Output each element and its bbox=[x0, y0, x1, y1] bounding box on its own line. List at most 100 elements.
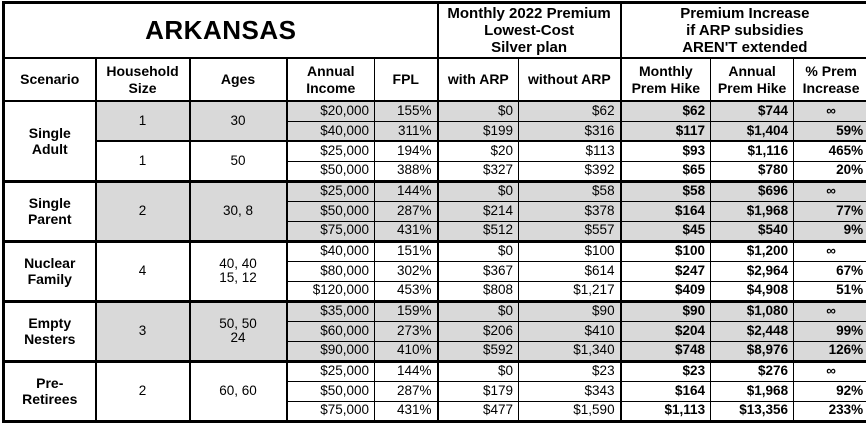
table-row: Empty Nesters 3 50, 50 24 $35,000 159% $… bbox=[4, 301, 866, 321]
cell-annual-income: $40,000 bbox=[287, 241, 375, 261]
cell-annual-hike: $276 bbox=[711, 361, 794, 381]
cell-annual-hike: $1,080 bbox=[711, 301, 794, 321]
cell-pct-increase: 465% bbox=[794, 141, 866, 161]
cell-annual-income: $90,000 bbox=[287, 341, 375, 361]
cell-annual-income: $120,000 bbox=[287, 281, 375, 301]
table-row: Single Parent 2 30, 8 $25,000 144% $0 $5… bbox=[4, 181, 866, 201]
col-header-pct-increase: % Prem Increase bbox=[794, 58, 866, 101]
cell-annual-income: $40,000 bbox=[287, 121, 375, 141]
column-header-row: Scenario Household Size Ages Annual Inco… bbox=[4, 58, 866, 101]
col-header-scenario: Scenario bbox=[4, 58, 96, 101]
cell-with-arp: $0 bbox=[438, 241, 519, 261]
cell-annual-hike: $13,356 bbox=[711, 401, 794, 421]
cell-pct-increase: 126% bbox=[794, 341, 866, 361]
state-title: ARKANSAS bbox=[4, 3, 438, 59]
cell-pct-increase: 20% bbox=[794, 161, 866, 181]
cell-pct-increase: 67% bbox=[794, 261, 866, 281]
cell-monthly-hike: $748 bbox=[621, 341, 711, 361]
cell-with-arp: $367 bbox=[438, 261, 519, 281]
cell-without-arp: $100 bbox=[519, 241, 621, 261]
cell-annual-hike: $1,116 bbox=[711, 141, 794, 161]
table-row: Pre- Retirees 2 60, 60 $25,000 144% $0 $… bbox=[4, 361, 866, 381]
cell-annual-hike: $4,908 bbox=[711, 281, 794, 301]
title-row: ARKANSAS Monthly 2022 Premium Lowest-Cos… bbox=[4, 3, 866, 59]
cell-monthly-hike: $93 bbox=[621, 141, 711, 161]
cell-fpl: 410% bbox=[375, 341, 438, 361]
cell-pct-increase: ∞ bbox=[794, 241, 866, 261]
cell-pct-increase: 9% bbox=[794, 221, 866, 241]
cell-annual-hike: $696 bbox=[711, 181, 794, 201]
col-header-without-arp: without ARP bbox=[519, 58, 621, 101]
cell-fpl: 194% bbox=[375, 141, 438, 161]
cell-monthly-hike: $23 bbox=[621, 361, 711, 381]
cell-ages: 40, 40 15, 12 bbox=[190, 241, 287, 301]
scenario-label: Empty Nesters bbox=[4, 301, 96, 361]
cell-household-size: 2 bbox=[96, 361, 190, 421]
cell-with-arp: $592 bbox=[438, 341, 519, 361]
cell-monthly-hike: $58 bbox=[621, 181, 711, 201]
cell-without-arp: $378 bbox=[519, 201, 621, 221]
cell-without-arp: $1,590 bbox=[519, 401, 621, 421]
cell-household-size: 1 bbox=[96, 101, 190, 141]
cell-ages: 30, 8 bbox=[190, 181, 287, 241]
cell-annual-income: $75,000 bbox=[287, 401, 375, 421]
col-header-household-size: Household Size bbox=[96, 58, 190, 101]
cell-monthly-hike: $62 bbox=[621, 101, 711, 121]
cell-with-arp: $327 bbox=[438, 161, 519, 181]
cell-monthly-hike: $65 bbox=[621, 161, 711, 181]
cell-monthly-hike: $164 bbox=[621, 381, 711, 401]
cell-without-arp: $62 bbox=[519, 101, 621, 121]
cell-with-arp: $0 bbox=[438, 361, 519, 381]
cell-monthly-hike: $45 bbox=[621, 221, 711, 241]
scenario-label: Single Adult bbox=[4, 101, 96, 181]
cell-annual-income: $60,000 bbox=[287, 321, 375, 341]
cell-pct-increase: 51% bbox=[794, 281, 866, 301]
cell-ages: 50 bbox=[190, 141, 287, 181]
premium-group-header: Monthly 2022 Premium Lowest-Cost Silver … bbox=[438, 3, 621, 59]
cell-household-size: 4 bbox=[96, 241, 190, 301]
cell-without-arp: $1,340 bbox=[519, 341, 621, 361]
cell-without-arp: $23 bbox=[519, 361, 621, 381]
cell-annual-hike: $2,964 bbox=[711, 261, 794, 281]
cell-with-arp: $808 bbox=[438, 281, 519, 301]
increase-group-header: Premium Increase if ARP subsidies AREN'T… bbox=[621, 3, 866, 59]
cell-annual-hike: $780 bbox=[711, 161, 794, 181]
cell-without-arp: $1,217 bbox=[519, 281, 621, 301]
cell-annual-income: $50,000 bbox=[287, 381, 375, 401]
col-header-monthly-hike: Monthly Prem Hike bbox=[621, 58, 711, 101]
col-header-with-arp: with ARP bbox=[438, 58, 519, 101]
cell-without-arp: $392 bbox=[519, 161, 621, 181]
cell-annual-income: $35,000 bbox=[287, 301, 375, 321]
table-row: Single Adult 1 30 $20,000 155% $0 $62 $6… bbox=[4, 101, 866, 121]
cell-without-arp: $113 bbox=[519, 141, 621, 161]
cell-annual-hike: $1,200 bbox=[711, 241, 794, 261]
cell-fpl: 273% bbox=[375, 321, 438, 341]
cell-without-arp: $343 bbox=[519, 381, 621, 401]
cell-with-arp: $0 bbox=[438, 181, 519, 201]
cell-monthly-hike: $100 bbox=[621, 241, 711, 261]
cell-annual-income: $50,000 bbox=[287, 161, 375, 181]
cell-with-arp: $179 bbox=[438, 381, 519, 401]
cell-monthly-hike: $247 bbox=[621, 261, 711, 281]
cell-without-arp: $316 bbox=[519, 121, 621, 141]
cell-pct-increase: 99% bbox=[794, 321, 866, 341]
cell-with-arp: $20 bbox=[438, 141, 519, 161]
cell-household-size: 2 bbox=[96, 181, 190, 241]
premium-table: ARKANSAS Monthly 2022 Premium Lowest-Cos… bbox=[2, 1, 866, 423]
cell-monthly-hike: $204 bbox=[621, 321, 711, 341]
cell-with-arp: $214 bbox=[438, 201, 519, 221]
cell-with-arp: $0 bbox=[438, 301, 519, 321]
cell-annual-hike: $540 bbox=[711, 221, 794, 241]
cell-annual-income: $25,000 bbox=[287, 141, 375, 161]
cell-pct-increase: 59% bbox=[794, 121, 866, 141]
col-header-ages: Ages bbox=[190, 58, 287, 101]
cell-annual-income: $25,000 bbox=[287, 361, 375, 381]
scenario-label: Single Parent bbox=[4, 181, 96, 241]
cell-fpl: 151% bbox=[375, 241, 438, 261]
cell-pct-increase: ∞ bbox=[794, 181, 866, 201]
cell-annual-hike: $1,404 bbox=[711, 121, 794, 141]
cell-monthly-hike: $90 bbox=[621, 301, 711, 321]
cell-without-arp: $614 bbox=[519, 261, 621, 281]
cell-fpl: 144% bbox=[375, 181, 438, 201]
